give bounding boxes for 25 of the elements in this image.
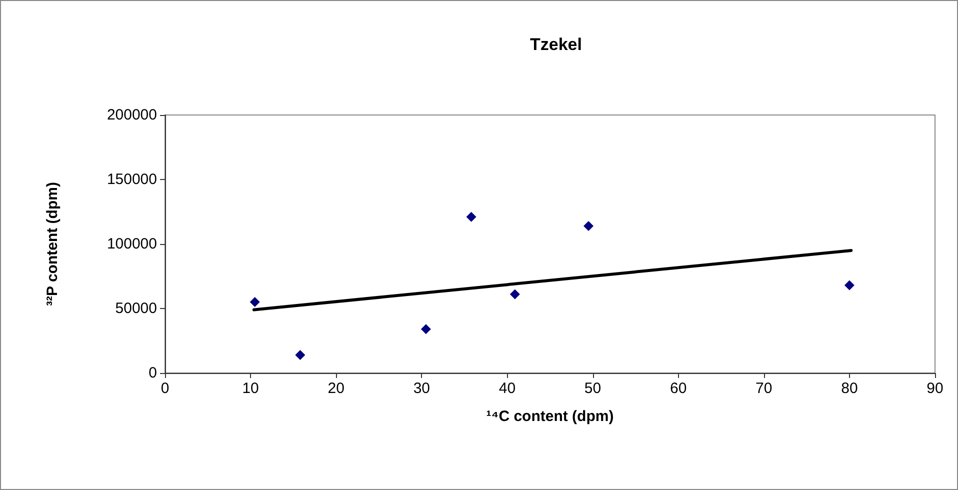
y-tick-label: 150000 (106, 171, 157, 188)
x-tick-label: 10 (242, 380, 259, 397)
point (250, 297, 260, 308)
x-tick-label: 50 (584, 380, 602, 397)
chart-title: Tzekel (530, 35, 582, 54)
y-tick-label: 200000 (106, 106, 157, 124)
x-tick-label: 30 (413, 380, 430, 397)
point (420, 324, 431, 334)
x-tick-label: 90 (926, 380, 944, 397)
y-tick-label: 100000 (106, 236, 157, 252)
point (466, 212, 476, 222)
point (295, 350, 306, 360)
y-tick-label: 0 (148, 364, 157, 382)
point (844, 280, 854, 290)
x-tick-label: 80 (841, 380, 858, 397)
x-tick-label: 40 (498, 380, 516, 397)
x-tick-label: 60 (670, 380, 687, 397)
point (584, 220, 594, 231)
point (510, 289, 520, 300)
x-tick-label: 70 (756, 380, 772, 397)
y-axis-title: ³²P content (dpm) (44, 182, 61, 306)
y-tick-label: 50000 (115, 300, 157, 317)
x-axis-title: ¹⁴C content (dpm) (486, 408, 614, 425)
x-tick-label: 0 (160, 380, 170, 397)
x-tick-label: 20 (328, 380, 344, 397)
